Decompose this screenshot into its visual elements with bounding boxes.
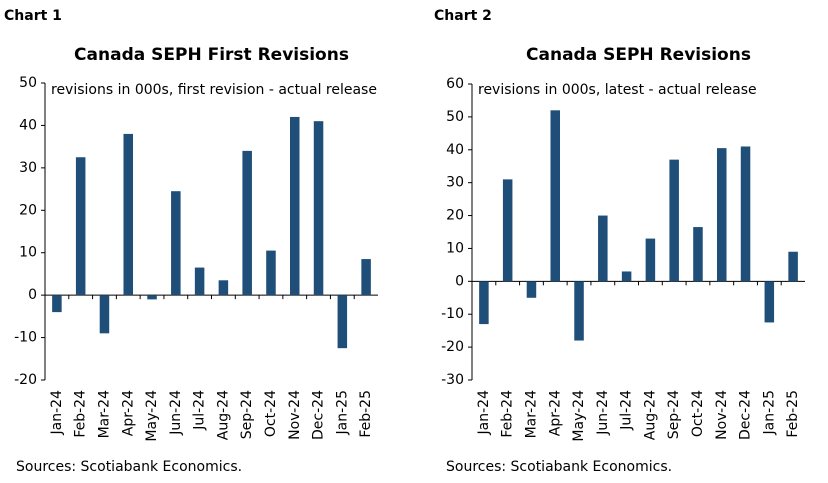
y-tick-label: 30 [446,175,464,191]
bar [313,121,324,296]
bar [788,251,798,282]
x-tick-label: Aug-24 [642,390,658,440]
bar [550,110,561,282]
bar [740,146,751,282]
y-tick-label: 50 [19,75,37,91]
y-tick-label: 30 [19,160,37,176]
bar [242,150,252,296]
bar [266,250,276,296]
x-tick-label: Apr-24 [547,390,563,436]
x-tick-label: Feb-24 [500,390,516,438]
bar [123,133,134,296]
y-tick-label: -30 [441,372,464,388]
x-tick-label: Sep-24 [239,390,255,439]
y-tick-label: 10 [446,240,464,256]
source: Sources: Scotiabank Economics. [16,459,242,475]
bar [621,271,632,282]
x-tick-label: Aug-24 [215,390,231,440]
y-tick-label: -10 [14,330,37,346]
y-tick-label: -20 [441,339,464,355]
bar [479,281,489,325]
y-tick-label: 20 [446,208,464,224]
chart-title: Canada SEPH Revisions [526,45,751,65]
bar [52,295,62,313]
bar [669,159,679,282]
bar [289,116,300,296]
bar [764,281,775,323]
chart-title: Canada SEPH First Revisions [74,45,349,65]
bar [99,295,110,334]
x-tick-label: Feb-25 [358,390,374,438]
x-tick-label: Dec-24 [311,390,327,440]
bar [645,238,656,282]
x-tick-label: Oct-24 [690,390,706,437]
source: Sources: Scotiabank Economics. [446,459,672,475]
subtitle: revisions in 000s, latest - actual relea… [478,82,757,98]
x-tick-label: Sep-24 [666,390,682,439]
y-tick-label: 0 [28,287,37,303]
x-tick-label: Nov-24 [714,390,730,440]
x-tick-label: Jun-24 [595,390,611,436]
x-tick-label: Nov-24 [287,390,303,440]
x-tick-label: Mar-24 [96,390,112,438]
y-tick-label: 20 [19,202,37,218]
y-tick-label: 40 [446,142,464,158]
chart-label: Chart 1 [4,8,62,24]
x-tick-label: Jan-25 [761,390,777,435]
bar [502,179,513,282]
y-tick-label: 0 [455,273,464,289]
y-tick-label: 50 [446,109,464,125]
bar [693,227,703,282]
bar [361,259,371,296]
bar [598,215,608,282]
bar [171,191,181,296]
x-tick-label: Feb-24 [73,390,89,438]
bar [574,281,584,341]
bar [716,148,727,282]
x-tick-label: Feb-25 [785,390,801,438]
x-tick-label: May-24 [144,390,160,442]
bar [526,281,537,298]
x-tick-label: Jul-24 [192,390,208,431]
bar [147,295,157,300]
subtitle: revisions in 000s, first revision - actu… [51,82,377,98]
y-tick-label: 10 [19,245,37,261]
x-tick-label: Jan-24 [476,390,492,436]
y-tick-label: -10 [441,306,464,322]
bar [218,280,229,296]
chart-label: Chart 2 [434,8,492,24]
y-tick-label: 60 [446,76,464,92]
y-tick-label: -20 [14,372,37,388]
x-tick-label: Dec-24 [738,390,754,440]
x-tick-label: Jul-24 [619,390,635,431]
x-tick-label: Apr-24 [120,390,136,436]
x-tick-label: May-24 [571,390,587,442]
x-tick-label: Jan-25 [334,390,350,435]
bar [337,295,348,349]
x-tick-label: Oct-24 [263,390,279,437]
x-tick-label: Mar-24 [523,390,539,438]
bar [194,267,205,296]
bar [75,157,86,296]
y-tick-label: 40 [19,117,37,133]
x-tick-label: Jan-24 [49,390,65,436]
x-tick-label: Jun-24 [168,390,184,436]
